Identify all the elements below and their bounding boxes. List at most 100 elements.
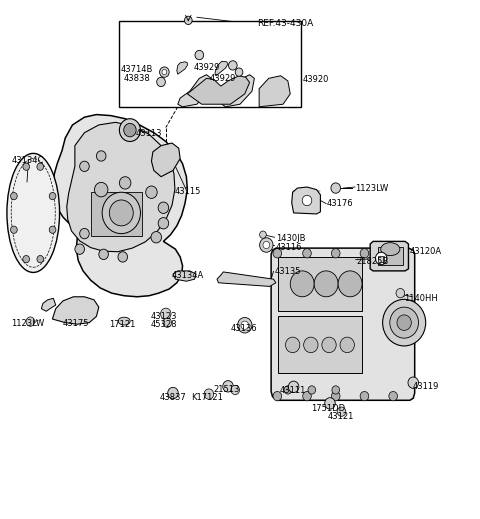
Bar [91, 192, 143, 236]
Polygon shape [259, 76, 290, 107]
Text: 43929: 43929 [210, 74, 237, 83]
Ellipse shape [381, 243, 400, 256]
Text: 43175: 43175 [63, 319, 89, 328]
Circle shape [273, 249, 282, 258]
Circle shape [331, 391, 340, 401]
Text: 43920: 43920 [302, 75, 329, 85]
Ellipse shape [118, 317, 130, 325]
Text: 45328: 45328 [150, 320, 177, 329]
Polygon shape [67, 122, 175, 252]
Polygon shape [177, 62, 187, 74]
Text: 43837: 43837 [160, 393, 186, 402]
Text: 43134A: 43134A [171, 270, 204, 280]
Circle shape [80, 228, 89, 239]
Circle shape [23, 163, 30, 170]
Circle shape [235, 68, 243, 76]
Circle shape [375, 252, 387, 265]
Circle shape [163, 318, 171, 327]
Ellipse shape [7, 154, 60, 272]
Circle shape [168, 387, 178, 399]
Circle shape [396, 289, 405, 298]
Circle shape [109, 200, 133, 226]
Text: 1140HH: 1140HH [404, 294, 438, 303]
Polygon shape [41, 298, 56, 311]
Text: K17121: K17121 [192, 393, 223, 402]
Circle shape [99, 249, 108, 260]
Circle shape [231, 385, 240, 394]
Text: 43136: 43136 [231, 324, 258, 333]
Circle shape [124, 124, 136, 137]
Circle shape [49, 226, 56, 234]
Circle shape [260, 238, 273, 252]
Circle shape [238, 318, 252, 333]
Circle shape [151, 231, 161, 243]
Circle shape [157, 77, 165, 87]
Circle shape [314, 271, 338, 297]
Circle shape [331, 249, 340, 258]
Polygon shape [52, 297, 99, 324]
Polygon shape [215, 61, 228, 76]
Circle shape [49, 193, 56, 200]
Circle shape [303, 249, 312, 258]
Circle shape [290, 271, 314, 297]
Circle shape [146, 186, 157, 198]
Polygon shape [222, 75, 254, 107]
Text: 43134C: 43134C [11, 156, 44, 165]
Circle shape [37, 255, 44, 263]
Circle shape [322, 337, 336, 353]
Circle shape [96, 151, 106, 161]
Circle shape [340, 337, 354, 353]
Circle shape [389, 391, 397, 401]
Text: 43115: 43115 [174, 187, 201, 196]
Circle shape [383, 299, 426, 346]
Circle shape [389, 249, 397, 258]
Circle shape [37, 163, 44, 170]
Polygon shape [53, 115, 187, 297]
Polygon shape [187, 76, 250, 104]
Circle shape [338, 271, 362, 297]
Bar [378, 256, 384, 262]
Circle shape [331, 183, 340, 193]
Bar [278, 317, 362, 373]
Circle shape [303, 391, 312, 401]
Circle shape [308, 386, 316, 394]
Text: 43714B: 43714B [121, 64, 153, 74]
Text: 43123: 43123 [150, 312, 177, 321]
Circle shape [95, 182, 108, 197]
Circle shape [26, 317, 35, 326]
Polygon shape [292, 187, 321, 214]
Text: 17121: 17121 [109, 320, 136, 329]
Circle shape [11, 193, 17, 200]
Text: 1123LW: 1123LW [11, 319, 45, 328]
Circle shape [260, 231, 266, 238]
Text: 1430JB: 1430JB [276, 234, 305, 243]
Text: 21825B: 21825B [356, 256, 388, 266]
Circle shape [397, 315, 411, 331]
Circle shape [223, 380, 233, 392]
Circle shape [304, 337, 318, 353]
Circle shape [286, 337, 300, 353]
Bar [120, 21, 301, 107]
Circle shape [408, 377, 419, 388]
Text: 43176: 43176 [326, 199, 353, 208]
Circle shape [160, 308, 171, 320]
Circle shape [360, 391, 369, 401]
Circle shape [162, 70, 167, 75]
Circle shape [120, 176, 131, 189]
Polygon shape [217, 272, 276, 286]
Circle shape [159, 67, 169, 77]
Circle shape [23, 255, 30, 263]
Circle shape [75, 244, 84, 254]
Text: 43116: 43116 [276, 242, 302, 252]
Text: 43838: 43838 [124, 74, 150, 83]
Circle shape [120, 119, 141, 142]
Circle shape [228, 61, 237, 70]
Polygon shape [173, 271, 196, 281]
Text: 43135: 43135 [275, 267, 301, 277]
Circle shape [158, 217, 168, 229]
Text: REF.43-430A: REF.43-430A [257, 20, 313, 29]
Text: 1751DD: 1751DD [312, 404, 346, 413]
Circle shape [11, 226, 17, 234]
Circle shape [158, 202, 168, 213]
Text: 43111: 43111 [279, 386, 306, 395]
